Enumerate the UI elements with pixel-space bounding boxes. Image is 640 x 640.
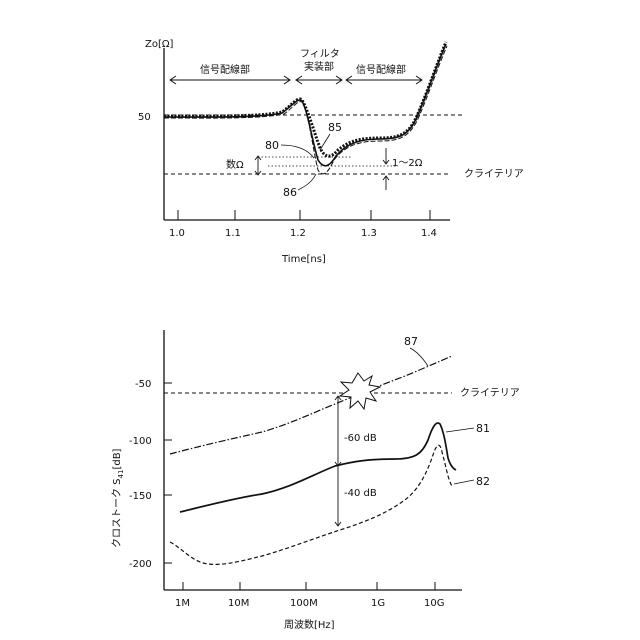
- ref-86-leader: [298, 174, 316, 190]
- ref-87-leader: [410, 348, 428, 366]
- ref-80-leader: [281, 145, 314, 158]
- few-ohm-label: 数Ω: [226, 158, 244, 171]
- few-ohm-dimension: [255, 156, 261, 175]
- bottom-y-tick-label: -150: [129, 491, 152, 502]
- bottom-criteria-label: クライテリア: [460, 387, 520, 399]
- bottom-x-tick-label: 1G: [371, 598, 385, 609]
- bottom-x-tick-label: 1M: [175, 598, 190, 609]
- top-y-tick-50: 50: [138, 112, 151, 123]
- top-x-tick-label: 1.3: [361, 228, 377, 239]
- ref-85-leader: [320, 134, 330, 150]
- bottom-y-tick-label: -200: [129, 559, 152, 570]
- bottom-x-tick-label: 10M: [228, 598, 249, 609]
- bottom-y-tick-label: -100: [129, 436, 152, 447]
- region-left-arrow: [170, 76, 290, 84]
- top-x-tick-label: 1.4: [421, 228, 437, 239]
- minus40-db-label: -40 dB: [344, 488, 377, 499]
- bottom-y-label-main: クロストーク S: [111, 478, 123, 548]
- bottom-y-ticks: -50 -100 -150 -200: [129, 379, 172, 570]
- bottom-y-label-sub: 41: [117, 470, 125, 479]
- bottom-x-axis-label: 周波数[Hz]: [284, 618, 335, 631]
- minus60-db-label: -60 dB: [344, 433, 377, 444]
- crosstalk-burst-icon: [340, 373, 380, 409]
- ref-85: 85: [328, 121, 342, 134]
- svg-text:クロストーク S41[dB]: クロストーク S41[dB]: [111, 448, 125, 548]
- ref-86: 86: [283, 186, 297, 199]
- ref-87: 87: [404, 335, 418, 348]
- region-right-label: 信号配線部: [356, 63, 406, 76]
- top-y-axis-label: Zo[Ω]: [145, 39, 174, 50]
- region-mid-label-1: フィルタ: [300, 48, 340, 60]
- bottom-y-label-unit: [dB]: [112, 448, 123, 469]
- bottom-y-axis-label: クロストーク S41[dB]: [111, 448, 125, 548]
- top-chart: Zo[Ω] 50 1.0 1.1 1.2 1.3 1.4 Time[ns] 信号…: [138, 39, 524, 265]
- ref-81-leader: [446, 428, 474, 432]
- top-x-tick-label: 1.0: [169, 228, 185, 239]
- bottom-x-tick-label: 10G: [424, 598, 444, 609]
- one-to-two-ohm-label: 1～2Ω: [392, 158, 423, 169]
- ref-80: 80: [265, 139, 279, 152]
- top-x-ticks: 1.0 1.1 1.2 1.3 1.4: [169, 210, 437, 239]
- ref-82: 82: [476, 475, 490, 488]
- db-dimension-line: [335, 396, 341, 526]
- curve-87: [170, 356, 452, 454]
- curve-81: [180, 423, 456, 512]
- ref-82-leader: [454, 480, 474, 484]
- region-right-arrow: [346, 76, 422, 84]
- region-mid-arrow: [296, 76, 342, 84]
- one-to-two-ohm-dimension: [383, 148, 389, 190]
- region-mid-label-2: 実装部: [304, 60, 334, 73]
- top-x-axis-label: Time[ns]: [281, 254, 326, 265]
- region-left-label: 信号配線部: [200, 63, 250, 76]
- bottom-chart: -50 -100 -150 -200 クロストーク S41[dB] 1M 10M…: [111, 330, 520, 631]
- bottom-y-tick-label: -50: [135, 379, 151, 390]
- bottom-x-ticks: 1M 10M 100M 1G 10G: [175, 582, 444, 609]
- top-x-tick-label: 1.1: [225, 228, 241, 239]
- bottom-x-tick-label: 100M: [290, 598, 318, 609]
- top-x-tick-label: 1.2: [290, 228, 306, 239]
- ref-81: 81: [476, 422, 490, 435]
- top-criteria-label: クライテリア: [464, 168, 524, 180]
